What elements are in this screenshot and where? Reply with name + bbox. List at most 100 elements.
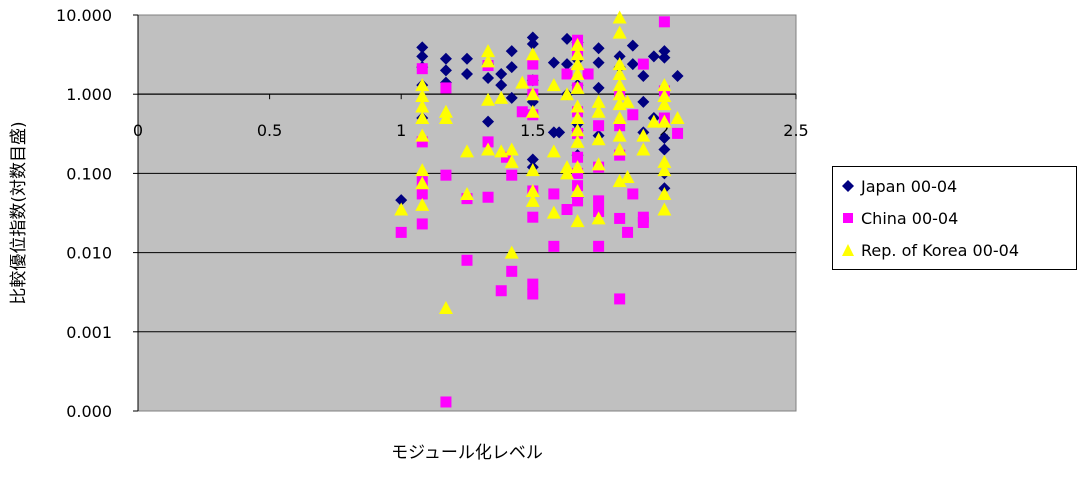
legend-label-japan: Japan 00-04 xyxy=(861,176,958,196)
china-point xyxy=(548,188,560,200)
china-point xyxy=(614,212,626,224)
legend-item-china: China 00-04 xyxy=(841,205,958,231)
y-tick-label: 0.010 xyxy=(66,244,112,263)
japan-point xyxy=(561,58,574,71)
x-axis-title: モジュール化レベル xyxy=(391,443,543,463)
china-point xyxy=(572,195,584,207)
japan-point xyxy=(647,50,660,63)
korea-point xyxy=(504,142,519,156)
japan-point xyxy=(505,91,518,104)
korea-point xyxy=(670,111,685,125)
china-point xyxy=(572,167,584,179)
japan-point xyxy=(671,69,684,82)
japan-point xyxy=(461,52,473,65)
japan-point xyxy=(592,81,605,94)
square-marker-icon xyxy=(843,213,853,223)
korea-point xyxy=(525,104,540,118)
legend: Japan 00-04 China 00-04 Rep. of Korea 00… xyxy=(832,166,1077,270)
china-point xyxy=(440,82,452,94)
china-point xyxy=(548,240,560,252)
korea-point xyxy=(612,57,627,71)
japan-point xyxy=(461,67,473,80)
korea-point xyxy=(657,88,672,102)
korea-point xyxy=(570,183,585,197)
legend-label-korea: Rep. of Korea 00-04 xyxy=(861,240,1020,260)
china-point xyxy=(527,278,539,290)
china-point xyxy=(416,218,428,230)
china-point xyxy=(482,136,494,148)
japan-point xyxy=(592,42,605,55)
china-point xyxy=(461,254,473,266)
korea-point xyxy=(415,111,430,125)
japan-point xyxy=(495,79,508,92)
x-ticks: 0 0.5 1 1.5 2 2.5 xyxy=(133,94,809,140)
korea-point xyxy=(657,78,672,92)
korea-point xyxy=(438,111,453,125)
korea-point xyxy=(591,157,606,171)
korea-point xyxy=(504,245,519,259)
korea-point xyxy=(636,128,651,142)
korea-point xyxy=(438,300,453,314)
china-point xyxy=(527,58,539,70)
japan-point xyxy=(482,115,495,128)
triangle-marker-icon xyxy=(842,244,854,256)
japan-point xyxy=(626,58,639,71)
china-point xyxy=(440,396,452,408)
korea-point xyxy=(612,128,627,142)
korea-point xyxy=(570,37,585,51)
korea-point xyxy=(560,87,575,101)
china-point xyxy=(527,211,539,223)
korea-point xyxy=(612,25,627,39)
korea-point xyxy=(415,163,430,177)
korea-point xyxy=(481,142,496,156)
korea-point xyxy=(546,78,561,92)
korea-point xyxy=(657,202,672,216)
korea-point xyxy=(612,87,627,101)
japan-point xyxy=(658,45,671,58)
china-point xyxy=(561,204,573,216)
korea-point xyxy=(415,99,430,113)
japan-point xyxy=(658,131,671,144)
japan-point xyxy=(482,72,495,85)
korea-point xyxy=(612,66,627,80)
korea-point xyxy=(657,163,672,177)
korea-point xyxy=(415,176,430,190)
korea-point xyxy=(570,214,585,228)
korea-point xyxy=(415,78,430,92)
japan-point xyxy=(439,52,452,65)
japan-point xyxy=(658,51,671,64)
china-point xyxy=(561,68,573,80)
korea-point xyxy=(570,80,585,94)
japan-point xyxy=(658,143,671,156)
china-point xyxy=(506,265,518,277)
korea-point xyxy=(570,123,585,137)
legend-item-japan: Japan 00-04 xyxy=(841,173,957,199)
y-tick-label: 0.100 xyxy=(66,164,112,183)
china-point xyxy=(440,169,452,181)
china-point xyxy=(593,120,605,132)
korea-point xyxy=(481,54,496,68)
korea-point xyxy=(394,202,409,216)
china-point xyxy=(593,240,605,252)
china-point xyxy=(614,293,626,305)
x-tick-label: 2.5 xyxy=(783,121,808,140)
y-tick-label: 0.001 xyxy=(66,323,112,342)
china-point xyxy=(495,285,507,297)
x-tick-label: 1.5 xyxy=(520,121,545,140)
korea-point xyxy=(504,154,519,168)
korea-point xyxy=(481,44,496,58)
china-point xyxy=(506,169,518,181)
china-point xyxy=(637,58,649,70)
legend-item-korea: Rep. of Korea 00-04 xyxy=(841,237,1019,263)
korea-point xyxy=(657,97,672,111)
korea-point xyxy=(546,205,561,219)
korea-point xyxy=(525,163,540,177)
japan-point xyxy=(416,41,429,54)
japan-point xyxy=(561,32,574,45)
japan-point xyxy=(505,61,518,74)
korea-point xyxy=(460,186,474,200)
china-point xyxy=(527,74,539,86)
japan-point xyxy=(592,56,605,69)
korea-point xyxy=(415,197,430,211)
